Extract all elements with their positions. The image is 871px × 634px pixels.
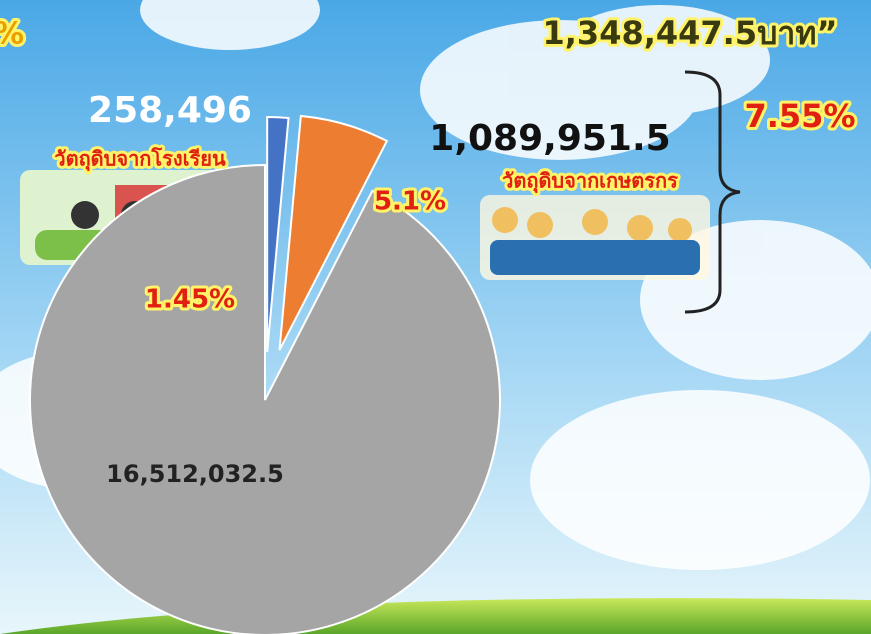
category-label: วัตถุดิบจากเกษตรกร [502,169,678,194]
category-label: วัตถุดิบจากโรงเรียน [54,147,226,172]
value-label: 16,512,032.5 [106,460,284,488]
pie-slice [30,165,500,634]
infographic: % 1,348,447.5บาท” 7.55% 258,496 1,089,951… [0,0,871,634]
total-percent: 7.55% [744,97,855,135]
percent-label: 1.45% [145,285,235,315]
value-label: 1,089,951.5 [429,118,670,159]
cropped-text: % [0,17,24,52]
value-label: 258,496 [88,90,252,131]
percent-label: 5.1% [374,187,446,217]
total-label: 1,348,447.5บาท” [543,14,838,52]
farmers-illustration [480,195,710,280]
